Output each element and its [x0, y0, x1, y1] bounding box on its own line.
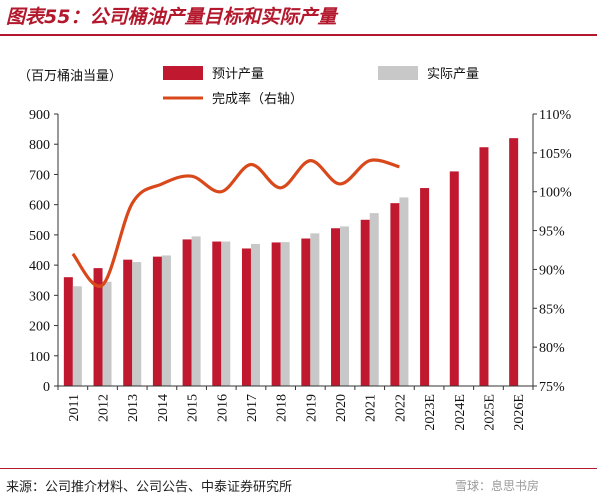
bar-actual-2015 [191, 236, 201, 386]
y-right-tick-1: 80% [539, 341, 565, 356]
title-divider [0, 34, 597, 36]
x-tick-2018: 2018 [275, 394, 290, 422]
bar-target-2013 [123, 259, 133, 386]
legend-label-target: 预计产量 [212, 67, 264, 82]
y-left-tick-800: 800 [29, 138, 50, 153]
y-right-tick-2: 85% [539, 302, 565, 317]
axes-group: 0 100 200 300 400 500 600 700 800 900 75% 80% 85% 90%… [29, 108, 572, 431]
bar-target-2023E [420, 188, 430, 386]
bar-target-2018 [271, 242, 281, 386]
y-left-tick-700: 700 [29, 168, 50, 183]
bar-target-2017 [241, 248, 251, 386]
bar-actual-2017 [250, 243, 260, 386]
bar-actual-2018 [280, 242, 290, 386]
y-left-tick-0: 0 [43, 380, 50, 395]
y-left-tick-100: 100 [29, 350, 50, 365]
bar-actual-2016 [221, 241, 231, 386]
y-left-unit-label: （百万桶油当量） [18, 69, 122, 84]
x-tick-2016: 2016 [215, 394, 230, 422]
x-tick-2024E: 2024E [453, 394, 468, 431]
y-left-tick-200: 200 [29, 320, 50, 335]
bar-actual-2021 [369, 213, 379, 386]
legend-label-actual: 实际产量 [427, 67, 479, 82]
y-right-tick-0: 75% [539, 380, 565, 395]
bar-target-2022 [390, 203, 400, 386]
chart-title: 图表55：公司桶油产量目标和实际产量 [6, 6, 337, 28]
x-tick-2020: 2020 [334, 394, 349, 422]
bar-target-2021 [360, 219, 370, 386]
y-right-tick-5: 100% [539, 186, 572, 201]
watermark: 雪球：息思书房 [455, 479, 540, 493]
bar-target-2016 [212, 241, 222, 386]
y-right-tick-7: 110% [539, 108, 571, 123]
x-tick-2017: 2017 [245, 394, 260, 422]
x-tick-2011: 2011 [67, 394, 82, 421]
bar-actual-2012 [102, 281, 112, 386]
y-left-tick-600: 600 [29, 199, 50, 214]
x-tick-2021: 2021 [364, 394, 379, 422]
x-tick-2026E: 2026E [512, 394, 527, 431]
y-left-tick-900: 900 [29, 108, 50, 123]
source-note: 来源：公司推介材料、公司公告、中泰证券研究所 [6, 480, 293, 495]
x-tick-2014: 2014 [156, 394, 171, 422]
bar-actual-2013 [132, 262, 142, 386]
legend-swatch-target [163, 66, 203, 80]
bar-target-2019 [301, 238, 311, 386]
x-tick-2025E: 2025E [482, 394, 497, 431]
bar-actual-2014 [161, 255, 171, 386]
bar-target-2026E [509, 138, 519, 386]
y-right-tick-4: 95% [539, 225, 565, 240]
bar-target-2014 [152, 256, 162, 386]
y-right-tick-6: 105% [539, 147, 572, 162]
bar-target-2025E [479, 147, 489, 386]
bars-group [63, 138, 519, 386]
bar-actual-2022 [399, 197, 409, 386]
bar-target-2020 [331, 228, 341, 386]
y-right-tick-3: 90% [539, 263, 565, 278]
y-left-tick-400: 400 [29, 259, 50, 274]
bar-actual-2019 [310, 233, 320, 386]
x-tick-2012: 2012 [97, 394, 112, 422]
bar-actual-2011 [72, 286, 82, 386]
bar-actual-2020 [340, 226, 350, 386]
bar-target-2024E [449, 171, 459, 386]
x-tick-2022: 2022 [393, 394, 408, 422]
bar-target-2015 [182, 239, 192, 386]
source-divider [0, 468, 597, 469]
completion-rate-line [71, 158, 400, 288]
y-left-tick-300: 300 [29, 289, 50, 304]
x-tick-2015: 2015 [186, 394, 201, 422]
x-tick-2019: 2019 [304, 394, 319, 422]
y-left-tick-500: 500 [29, 229, 50, 244]
line-group [71, 158, 400, 288]
x-tick-2013: 2013 [126, 394, 141, 422]
legend-swatch-actual [378, 66, 418, 80]
bar-target-2012 [93, 268, 103, 386]
bar-target-2011 [63, 277, 73, 386]
legend-label-rate: 完成率（右轴） [212, 91, 303, 107]
x-tick-2023E: 2023E [423, 394, 438, 431]
